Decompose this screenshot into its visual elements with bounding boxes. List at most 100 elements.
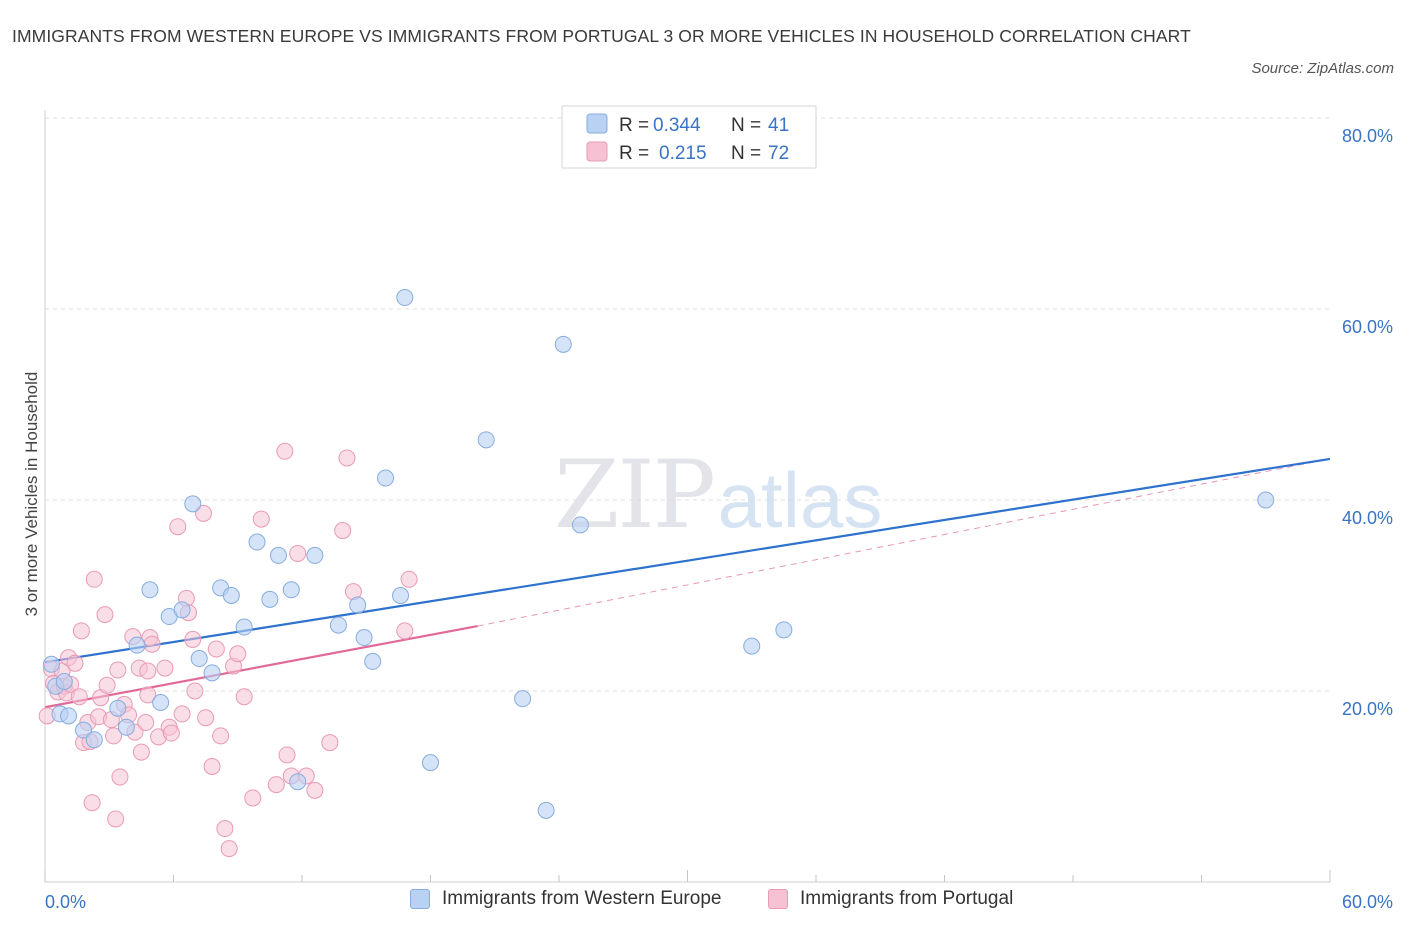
- bottom-legend-item-western-europe[interactable]: Immigrants from Western Europe: [410, 888, 721, 910]
- western-europe-point-16: [203, 664, 221, 682]
- portugal-point-64: [306, 781, 324, 799]
- western-europe-point-21: [261, 590, 279, 608]
- chart-title: IMMIGRANTS FROM WESTERN EUROPE VS IMMIGR…: [12, 26, 1191, 46]
- portugal-point-49: [207, 640, 225, 658]
- trend-lines: [44, 457, 1331, 709]
- legend-swatch-portugal: [586, 141, 608, 162]
- trend-line-portugal-extension: [477, 458, 1331, 627]
- legend-r-label-2: R =: [619, 143, 654, 164]
- bottom-legend: Immigrants from Western Europe Immigrant…: [0, 888, 1406, 916]
- portugal-point-57: [252, 510, 270, 528]
- portugal-point-16: [85, 570, 103, 588]
- western-europe-point-5: [75, 721, 93, 739]
- portugal-point-48: [203, 757, 221, 775]
- y-tick-label-80: 80.0%: [1342, 126, 1393, 146]
- western-europe-point-8: [117, 718, 135, 736]
- portugal-point-32: [137, 714, 155, 732]
- western-europe-point-11: [152, 693, 170, 711]
- portugal-swatch: [768, 889, 788, 909]
- watermark-atlas: atlas: [718, 456, 883, 544]
- portugal-point-62: [289, 544, 307, 562]
- legend-r-value-1: 0.344: [653, 115, 701, 136]
- bottom-legend-label-portugal: Immigrants from Portugal: [800, 888, 1014, 909]
- western-europe-point-35: [514, 690, 532, 708]
- western-europe-point-37: [554, 335, 572, 353]
- western-europe-point-32: [396, 289, 414, 307]
- y-tick-label-60: 60.0%: [1342, 317, 1393, 337]
- western-europe-point-39: [743, 637, 761, 655]
- portugal-point-50: [212, 727, 230, 745]
- portugal-point-71: [139, 686, 157, 704]
- watermark: ZIP atlas: [554, 441, 882, 550]
- y-tick-label-40: 40.0%: [1342, 508, 1393, 528]
- portugal-point-40: [169, 518, 187, 536]
- legend-box: R = 0.344 N = 41 R = 0.215 N = 72: [561, 105, 817, 169]
- western-europe-point-6: [85, 731, 103, 749]
- bottom-legend-item-portugal[interactable]: Immigrants from Portugal: [768, 888, 1013, 910]
- western-europe-point-19: [235, 618, 253, 636]
- portugal-point-44: [184, 630, 202, 648]
- portugal-point-23: [107, 810, 125, 828]
- watermark-zip: ZIP: [554, 441, 714, 550]
- portugal-point-31: [132, 743, 150, 761]
- portugal-point-52: [220, 840, 238, 858]
- portugal-point-22: [105, 727, 123, 745]
- western-europe-point-31: [392, 587, 410, 604]
- portugal-point-66: [334, 522, 352, 540]
- western-europe-point-38: [571, 516, 589, 534]
- series-western-europe-points: [42, 289, 1275, 819]
- western-europe-point-36: [537, 801, 555, 819]
- y-tick-label-20: 20.0%: [1342, 699, 1393, 719]
- western-europe-point-28: [355, 629, 373, 647]
- western-europe-point-4: [60, 707, 78, 725]
- western-europe-point-25: [306, 546, 324, 564]
- portugal-point-39: [162, 724, 180, 742]
- portugal-point-47: [197, 709, 215, 727]
- western-europe-point-14: [184, 495, 202, 513]
- portugal-point-11: [72, 622, 90, 640]
- source-label: Source: ZipAtlas.com: [1251, 60, 1394, 77]
- x-tick-labels: 0.0% 60.0%: [45, 892, 1393, 912]
- western-europe-point-13: [173, 601, 191, 619]
- portugal-point-15: [83, 794, 101, 812]
- portugal-point-54: [229, 645, 247, 663]
- western-europe-point-18: [222, 587, 240, 604]
- portugal-point-10: [70, 688, 88, 706]
- western-europe-point-26: [329, 616, 347, 634]
- x-tick-label-min: 0.0%: [45, 892, 86, 912]
- legend-swatch-western-europe: [586, 113, 608, 134]
- portugal-point-41: [173, 705, 191, 723]
- portugal-point-37: [156, 659, 174, 677]
- portugal-point-24: [109, 661, 127, 679]
- portugal-point-51: [216, 820, 234, 838]
- western-europe-point-9: [128, 636, 146, 654]
- western-europe-point-15: [190, 650, 208, 668]
- western-europe-point-41: [1257, 491, 1275, 509]
- portugal-point-67: [338, 449, 356, 467]
- portugal-point-9: [66, 654, 84, 672]
- portugal-point-55: [235, 688, 253, 706]
- western-europe-point-0: [42, 655, 60, 673]
- western-europe-point-24: [289, 773, 307, 791]
- portugal-point-58: [267, 776, 285, 794]
- portugal-point-69: [396, 622, 414, 640]
- series-portugal-points: [38, 442, 418, 858]
- western-europe-point-10: [141, 581, 159, 599]
- trend-line-western-europe: [44, 457, 1331, 664]
- portugal-point-56: [244, 789, 262, 807]
- gridlines: [45, 117, 1330, 692]
- y-tick-labels: 20.0% 40.0% 60.0% 80.0%: [1342, 126, 1393, 719]
- western-europe-point-33: [422, 754, 439, 772]
- axes: [44, 110, 1331, 883]
- trend-line-portugal: [44, 624, 478, 709]
- portugal-point-33: [139, 662, 157, 680]
- western-europe-swatch: [410, 889, 430, 909]
- portugal-point-60: [278, 746, 296, 764]
- portugal-point-19: [96, 606, 114, 624]
- portugal-point-70: [400, 570, 418, 588]
- portugal-point-46: [194, 504, 212, 522]
- portugal-point-59: [276, 442, 294, 460]
- bottom-legend-label-western-europe: Immigrants from Western Europe: [442, 888, 722, 909]
- portugal-point-65: [321, 734, 339, 752]
